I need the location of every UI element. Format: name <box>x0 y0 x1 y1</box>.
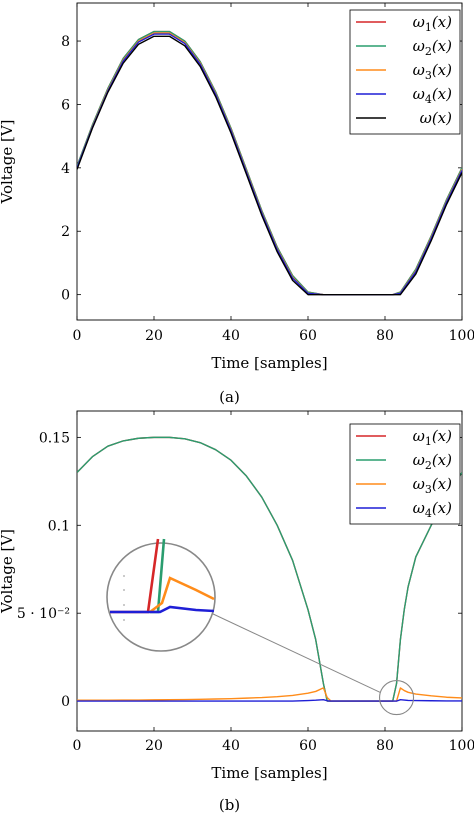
x-tick-label: 0 <box>73 328 82 344</box>
legend-label-1: ω1(x) <box>413 427 453 448</box>
series-line-2 <box>77 436 462 702</box>
y-tick-label: 0.1 <box>48 518 70 534</box>
chart-b: 0 20 40 60 80 100 0 5 · 10⁻² 0.1 0.15 Time [sample… <box>0 410 474 814</box>
x-tick-label: 80 <box>376 328 394 344</box>
legend-box <box>349 9 461 135</box>
legend-label-2: ω2(x) <box>413 37 453 58</box>
legend-label-5: ω(x) <box>420 109 453 127</box>
x-tick-label: 60 <box>299 328 317 344</box>
legend: ω1(x) ω2(x) ω3(x) ω4(x) ω(x) <box>349 9 461 135</box>
x-tick-label: 0 <box>73 738 82 754</box>
figure-caption: (b) <box>219 796 240 814</box>
legend-label-1: ω1(x) <box>413 13 453 34</box>
zoom-connector-line <box>210 612 381 694</box>
y-tick-label: 0 <box>61 288 70 304</box>
x-tick-label: 20 <box>145 738 163 754</box>
chart-a: 0 20 40 60 80 100 0 2 4 6 8 Time [samples] Voltage [… <box>0 2 474 406</box>
inset-line-4 <box>110 605 215 614</box>
y-tick-label: 2 <box>61 224 70 240</box>
series-line-3 <box>77 687 462 702</box>
y-tick-label: 5 · 10⁻² <box>17 606 70 622</box>
y-tick-label: 0.15 <box>39 430 70 446</box>
series-line-4 <box>77 699 462 702</box>
inset-dot <box>123 589 125 591</box>
zoom-inset-circle <box>106 542 216 652</box>
x-tick-label: 80 <box>376 738 394 754</box>
plot-frame <box>76 410 463 732</box>
legend-label-2: ω2(x) <box>413 451 453 472</box>
legend-label-3: ω3(x) <box>413 61 453 82</box>
inset-dot <box>123 619 125 621</box>
legend: ω1(x) ω2(x) ω3(x) ω4(x) <box>349 423 461 525</box>
inset-line-3 <box>149 576 215 614</box>
series-line-5 <box>77 35 462 296</box>
y-tick-label: 0 <box>61 694 70 710</box>
legend-label-4: ω4(x) <box>413 85 453 106</box>
plot-area <box>77 436 462 702</box>
x-tick-label: 60 <box>299 738 317 754</box>
figure-caption: (a) <box>219 388 240 406</box>
inset-dot <box>123 575 125 577</box>
x-axis-label: Time [samples] <box>211 354 327 372</box>
plot-area <box>77 30 462 296</box>
zoom-inset-content <box>110 538 215 621</box>
y-tick-label: 6 <box>61 97 70 113</box>
inset-dot <box>123 604 125 606</box>
zoom-region-circle <box>378 680 415 716</box>
plot-frame <box>76 2 463 321</box>
x-tick-label: 20 <box>145 328 163 344</box>
x-tick-label: 100 <box>449 328 474 344</box>
y-tick-label: 4 <box>61 161 70 177</box>
x-tick-label: 40 <box>222 738 240 754</box>
y-tick-label: 8 <box>61 34 70 50</box>
y-axis-label: Voltage [V] <box>0 119 16 204</box>
y-axis-label: Voltage [V] <box>0 529 16 614</box>
series-line-4 <box>77 33 462 296</box>
x-tick-label: 100 <box>449 738 474 754</box>
legend-label-3: ω3(x) <box>413 475 453 496</box>
x-axis-label: Time [samples] <box>211 764 327 782</box>
x-tick-label: 40 <box>222 328 240 344</box>
legend-label-4: ω4(x) <box>413 499 453 520</box>
